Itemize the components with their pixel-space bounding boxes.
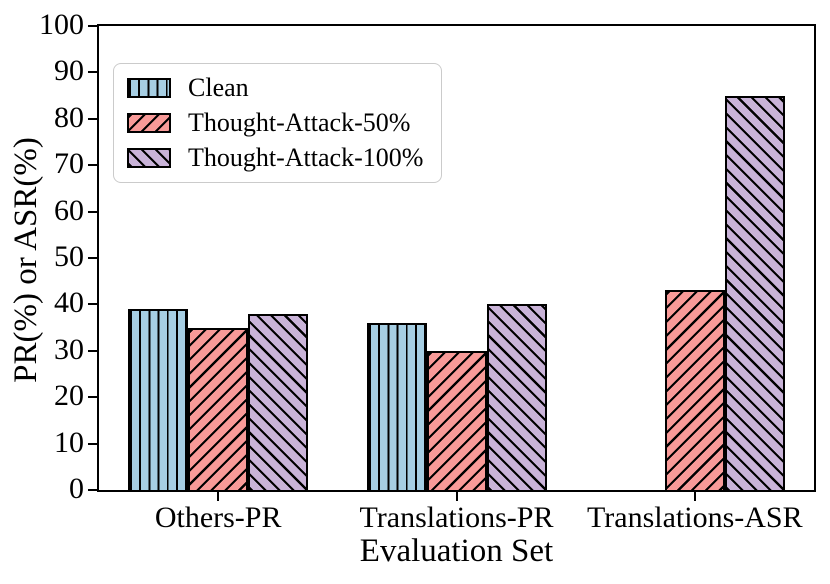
y-tick-label-90: 90 [54,54,84,88]
bar-group-translations-asr [605,26,785,490]
legend-item-thought-attack-100: Thought-Attack-100% [127,143,423,173]
y-tick-label-30: 30 [54,332,84,366]
y-tick-30 [88,349,97,352]
bar-group-translations-pr [366,26,547,490]
y-tick-80 [88,117,97,120]
x-tick-label-translations-asr: Translations-ASR [587,501,803,534]
bar-group-others-pr [128,26,309,490]
legend-label-thought-attack-100: Thought-Attack-100% [188,143,424,172]
x-tick-others-pr [217,492,220,501]
y-tick-label-10: 10 [54,425,84,459]
y-tick-100 [88,25,97,27]
y-tick-70 [88,164,97,167]
x-tick-translations-asr [693,492,696,501]
y-tick-label-40: 40 [54,286,84,320]
plot-area: Clean Thought-Attack-50% Thought-Attack-10… [97,24,816,492]
y-tick-label-0: 0 [69,472,84,506]
x-axis-label: Evaluation Set [359,533,554,569]
legend: Clean Thought-Attack-50% Thought-Attack-10… [113,63,443,183]
y-tick-label-60: 60 [54,193,84,227]
y-tick-90 [88,71,97,74]
x-tick-label-translations-pr: Translations-PR [359,501,554,534]
bar-translations-pr-clean [366,322,427,490]
bar-translations-asr-thought-attack-100 [724,95,785,490]
bar-others-pr-clean [128,309,189,490]
bar-translations-pr-thought-attack-50 [426,350,487,490]
y-tick-label-20: 20 [54,379,84,413]
bar-translations-asr-thought-attack-50 [664,290,725,490]
bar-others-pr-thought-attack-50 [188,327,249,490]
legend-patch-thought-attack-50 [127,113,171,133]
y-tick-50 [88,257,97,259]
y-tick-label-70: 70 [54,147,84,181]
legend-item-clean: Clean [127,73,423,103]
legend-label-clean: Clean [188,73,249,102]
x-tick-label-others-pr: Others-PR [154,501,282,534]
y-tick-label-50: 50 [54,240,84,274]
legend-patch-clean [127,78,171,98]
y-tick-20 [88,396,97,399]
y-tick-10 [88,442,97,445]
bar-translations-pr-thought-attack-100 [486,304,547,490]
legend-patch-thought-attack-100 [127,148,171,168]
bar-others-pr-thought-attack-100 [248,313,309,490]
y-tick-label-80: 80 [54,100,84,134]
y-tick-60 [88,210,97,213]
legend-label-thought-attack-50: Thought-Attack-50% [188,108,411,137]
x-tick-translations-pr [455,492,458,501]
legend-item-thought-attack-50: Thought-Attack-50% [127,108,423,138]
y-tick-40 [88,303,97,306]
y-tick-0 [88,489,97,491]
y-tick-label-100: 100 [39,8,84,42]
